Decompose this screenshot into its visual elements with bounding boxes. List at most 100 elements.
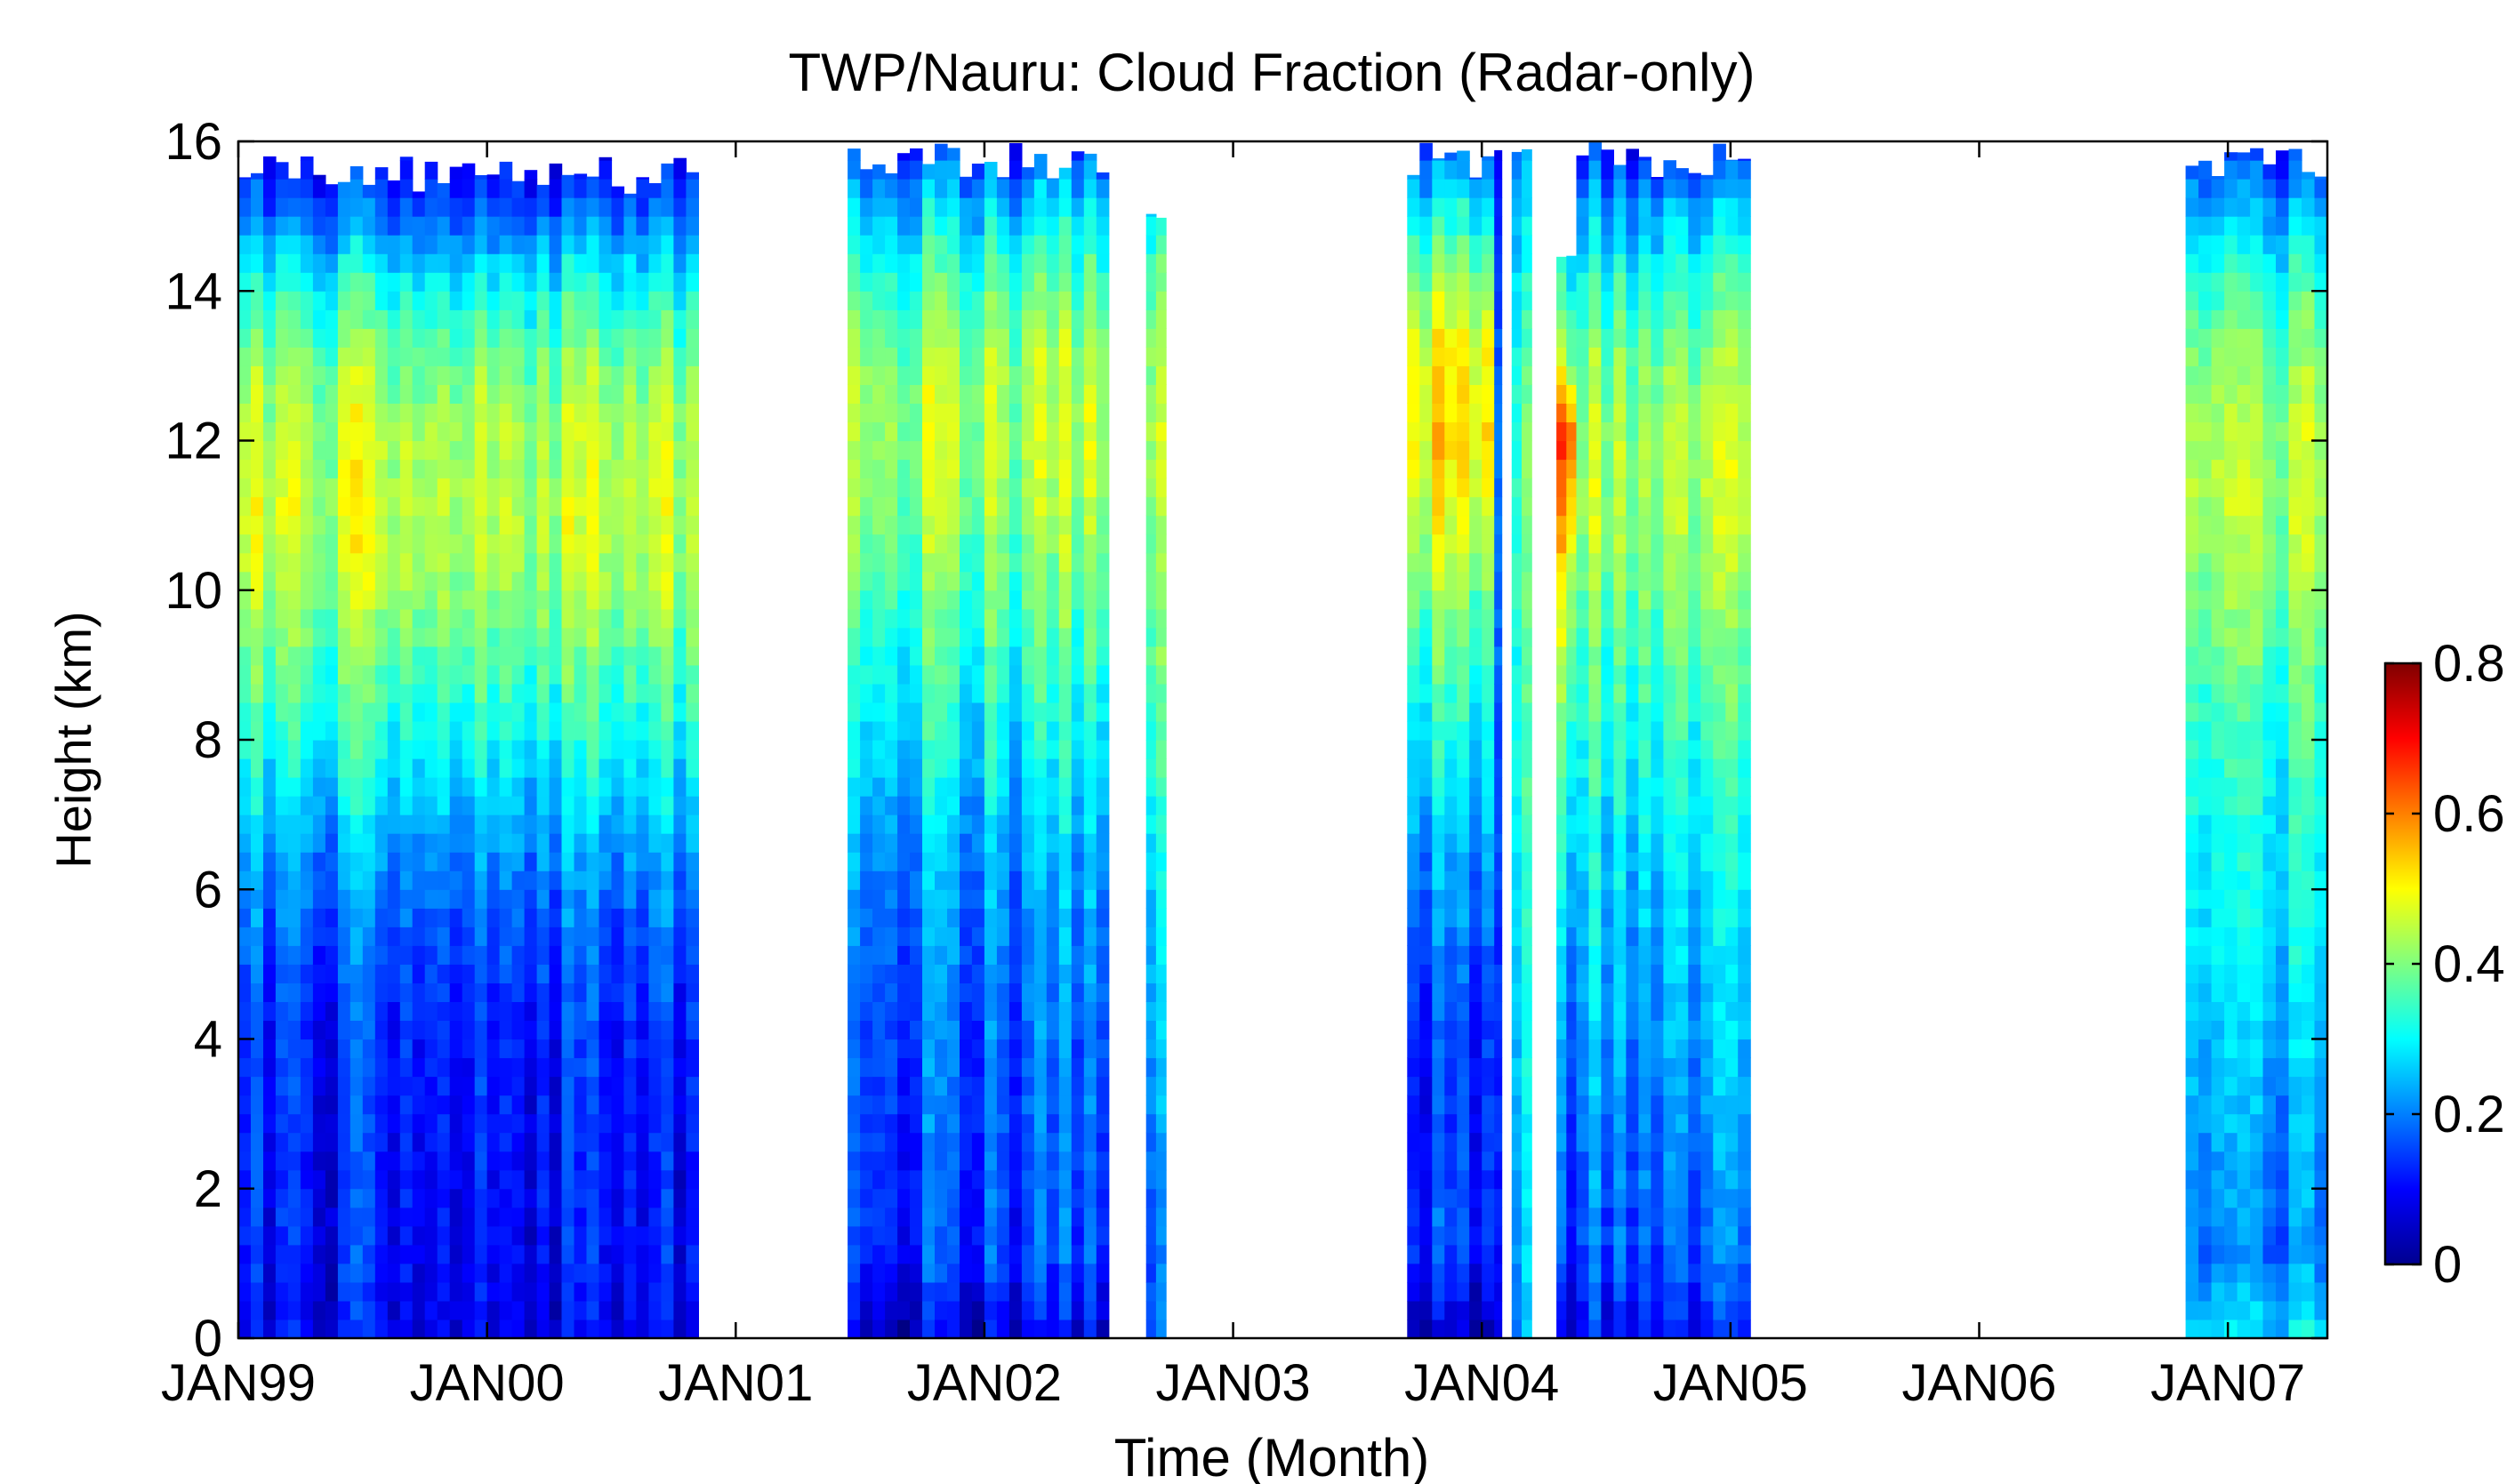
heatmap-cell: [885, 1076, 898, 1096]
heatmap-cell: [1457, 796, 1470, 815]
heatmap-cell: [387, 440, 401, 461]
heatmap-cell: [549, 347, 563, 366]
heatmap-cell: [872, 796, 886, 815]
heatmap-cell: [1419, 1281, 1433, 1302]
heatmap-cell: [885, 172, 898, 180]
heatmap-cell: [399, 889, 414, 909]
heatmap-cell: [387, 926, 401, 946]
heatmap-cell: [549, 1132, 563, 1152]
heatmap-cell: [561, 1132, 575, 1152]
heatmap-cell: [1576, 403, 1590, 422]
heatmap-cell: [960, 403, 973, 422]
heatmap-cell: [1021, 309, 1035, 329]
heatmap-cell: [287, 683, 301, 703]
heatmap-cell: [1008, 590, 1023, 610]
heatmap-cell: [1033, 515, 1048, 535]
heatmap-cell: [412, 721, 426, 741]
heatmap-cell: [1145, 291, 1157, 310]
heatmap-cell: [1083, 627, 1097, 647]
heatmap-cell: [325, 253, 339, 273]
heatmap-cell: [1046, 1095, 1060, 1115]
heatmap-cell: [623, 1113, 637, 1134]
heatmap-cell: [424, 646, 438, 666]
heatmap-cell: [287, 533, 301, 554]
heatmap-cell: [300, 328, 314, 348]
heatmap-cell: [437, 945, 451, 965]
heatmap-cell: [536, 1020, 550, 1040]
heatmap-cell: [971, 179, 985, 198]
heatmap-cell: [1638, 253, 1651, 273]
heatmap-cell: [897, 328, 911, 348]
heatmap-cell: [586, 758, 600, 778]
heatmap-cell: [1071, 515, 1085, 535]
heatmap-cell: [1096, 702, 1110, 722]
heatmap-cell: [996, 272, 1010, 292]
heatmap-cell: [1008, 1320, 1023, 1338]
heatmap-cell: [1566, 833, 1578, 853]
heatmap-cell: [1601, 1132, 1614, 1152]
heatmap-cell: [387, 403, 401, 422]
heatmap-cell: [1432, 983, 1445, 1002]
heatmap-cell: [1071, 533, 1085, 554]
heatmap-cell: [238, 683, 252, 703]
heatmap-cell: [549, 590, 563, 610]
heatmap-cell: [300, 646, 314, 666]
heatmap-cell: [1457, 440, 1470, 461]
heatmap-cell: [1576, 833, 1590, 853]
heatmap-cell: [1522, 926, 1532, 946]
heatmap-cell: [599, 1300, 613, 1320]
heatmap-cell: [449, 683, 463, 703]
heatmap-cell: [935, 1225, 948, 1246]
heatmap-cell: [1021, 179, 1035, 198]
heatmap-cell: [984, 983, 998, 1002]
heatmap-cell: [486, 347, 501, 366]
heatmap-cell: [1071, 683, 1085, 703]
heatmap-cell: [1096, 1113, 1110, 1134]
heatmap-cell: [636, 272, 649, 292]
heatmap-cell: [947, 291, 960, 310]
heatmap-cell: [499, 440, 513, 461]
heatmap-cell: [897, 1001, 911, 1021]
heatmap-cell: [474, 216, 488, 236]
heatmap-cell: [1511, 347, 1523, 366]
heatmap-cell: [387, 590, 401, 610]
heatmap-cell: [474, 515, 488, 535]
heatmap-cell: [922, 571, 936, 591]
heatmap-cell: [300, 440, 314, 461]
heatmap-cell: [1626, 646, 1639, 666]
heatmap-cell: [300, 571, 314, 591]
heatmap-cell: [947, 908, 960, 927]
heatmap-cell: [499, 1001, 513, 1021]
heatmap-cell: [897, 945, 911, 965]
heatmap-cell: [424, 1300, 438, 1320]
heatmap-cell: [996, 983, 1010, 1002]
heatmap-cell: [362, 477, 376, 498]
heatmap-cell: [1046, 833, 1060, 853]
heatmap-cell: [661, 403, 674, 422]
heatmap-cell: [971, 1039, 985, 1059]
heatmap-cell: [1033, 646, 1048, 666]
heatmap-cell: [238, 421, 252, 442]
heatmap-cell: [300, 1244, 314, 1264]
heatmap-cell: [1058, 1281, 1073, 1302]
heatmap-cell: [1155, 608, 1167, 629]
heatmap-cell: [673, 477, 687, 498]
heatmap-cell: [1155, 552, 1167, 573]
heatmap-cell: [1407, 384, 1420, 404]
heatmap-cell: [1145, 421, 1157, 442]
heatmap-cell: [1522, 964, 1532, 983]
heatmap-cell: [1588, 1188, 1603, 1208]
heatmap-cell: [312, 272, 326, 292]
heatmap-cell: [499, 740, 513, 759]
heatmap-cell: [238, 384, 252, 404]
heatmap-cell: [536, 796, 550, 815]
heatmap-cell: [1155, 964, 1167, 983]
heatmap-cell: [1626, 440, 1639, 461]
heatmap-cell: [661, 1057, 674, 1078]
heatmap-cell: [1407, 870, 1420, 890]
heatmap-cell: [848, 983, 861, 1002]
heatmap-cell: [860, 1320, 873, 1338]
heatmap-cell: [996, 608, 1010, 629]
heatmap-cell: [1155, 1169, 1167, 1190]
heatmap-cell: [1601, 1001, 1614, 1021]
